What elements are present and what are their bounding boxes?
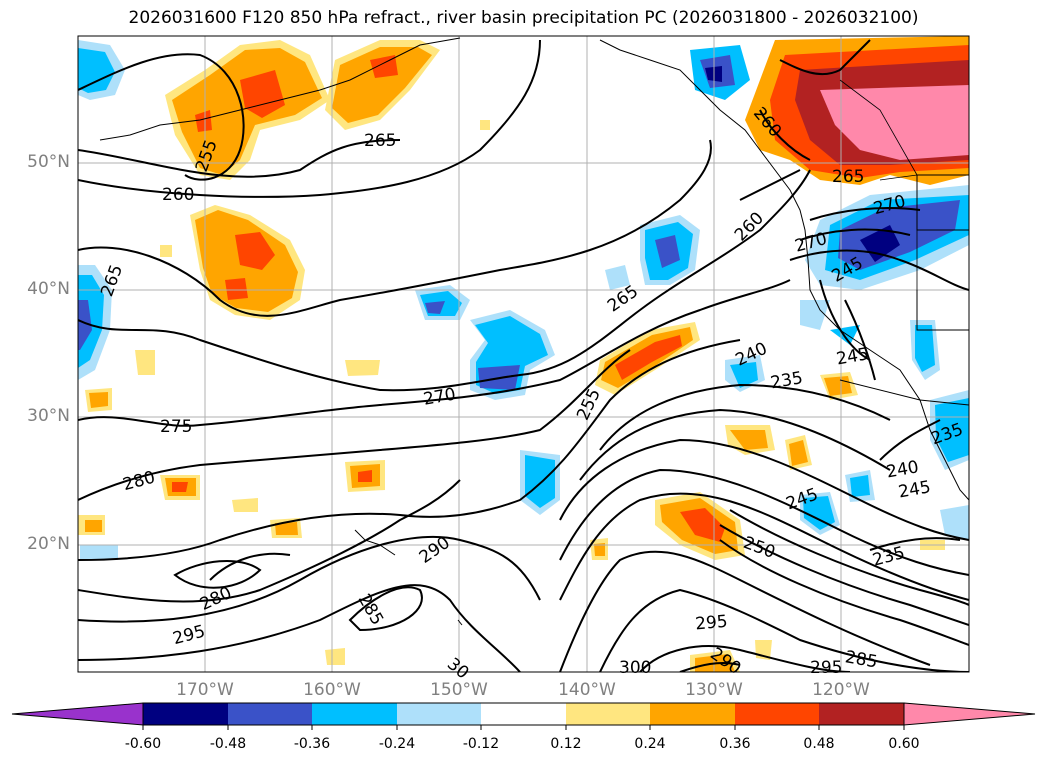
contour-label: 265 bbox=[832, 167, 864, 187]
contour-label: 300 bbox=[619, 658, 651, 678]
lat-label: 40°N bbox=[27, 279, 70, 299]
colorbar-extend-left bbox=[11, 702, 144, 726]
colorbar-frame bbox=[142, 702, 905, 726]
colorbar-swatch bbox=[143, 703, 228, 725]
colorbar-label: -0.48 bbox=[209, 736, 247, 752]
colorbar-label: 0.48 bbox=[803, 736, 835, 752]
colorbar-swatch bbox=[819, 703, 904, 725]
colorbar-swatch bbox=[481, 703, 566, 725]
contour-label: 260 bbox=[162, 185, 194, 205]
colorbar bbox=[11, 702, 1036, 730]
graticule bbox=[78, 36, 969, 672]
colorbar-label: 0.60 bbox=[888, 736, 920, 752]
colorbar-swatch bbox=[228, 703, 312, 725]
colorbar-label: -0.24 bbox=[378, 736, 416, 752]
contour-label: 275 bbox=[160, 417, 192, 437]
colorbar-swatch bbox=[650, 703, 735, 725]
shaded-precip-areas bbox=[78, 36, 969, 672]
colorbar-swatch bbox=[312, 703, 397, 725]
map-frame bbox=[77, 35, 970, 673]
contour-label: 295 bbox=[810, 658, 842, 678]
contour-label: 265 bbox=[364, 131, 396, 151]
colorbar-extend-right bbox=[903, 702, 1036, 726]
colorbar-label: 0.36 bbox=[719, 736, 751, 752]
colorbar-swatch bbox=[566, 703, 650, 725]
colorbar-label: 0.24 bbox=[634, 736, 666, 752]
lon-label: 160°W bbox=[303, 680, 361, 700]
colorbar-ticks bbox=[142, 725, 905, 730]
lon-label: 130°W bbox=[685, 680, 743, 700]
map-title: 2026031600 F120 850 hPa refract., river … bbox=[128, 8, 919, 28]
lat-label: 50°N bbox=[27, 152, 70, 172]
borders bbox=[839, 79, 918, 330]
colorbar-label: -0.36 bbox=[293, 736, 331, 752]
colorbar-swatch bbox=[735, 703, 819, 725]
lon-label: 150°W bbox=[430, 680, 488, 700]
colorbar-label: -0.12 bbox=[462, 736, 500, 752]
lon-label: 120°W bbox=[812, 680, 870, 700]
colorbar-label: 0.12 bbox=[550, 736, 582, 752]
refractivity-contours bbox=[78, 39, 969, 672]
lon-label: 170°W bbox=[176, 680, 234, 700]
map-area bbox=[78, 36, 969, 672]
lat-label: 30°N bbox=[27, 406, 70, 426]
colorbar-label: -0.60 bbox=[124, 736, 162, 752]
contour-label: 295 bbox=[694, 612, 728, 635]
colorbar-swatch bbox=[397, 703, 481, 725]
lon-label: 140°W bbox=[558, 680, 616, 700]
lat-label: 20°N bbox=[27, 534, 70, 554]
